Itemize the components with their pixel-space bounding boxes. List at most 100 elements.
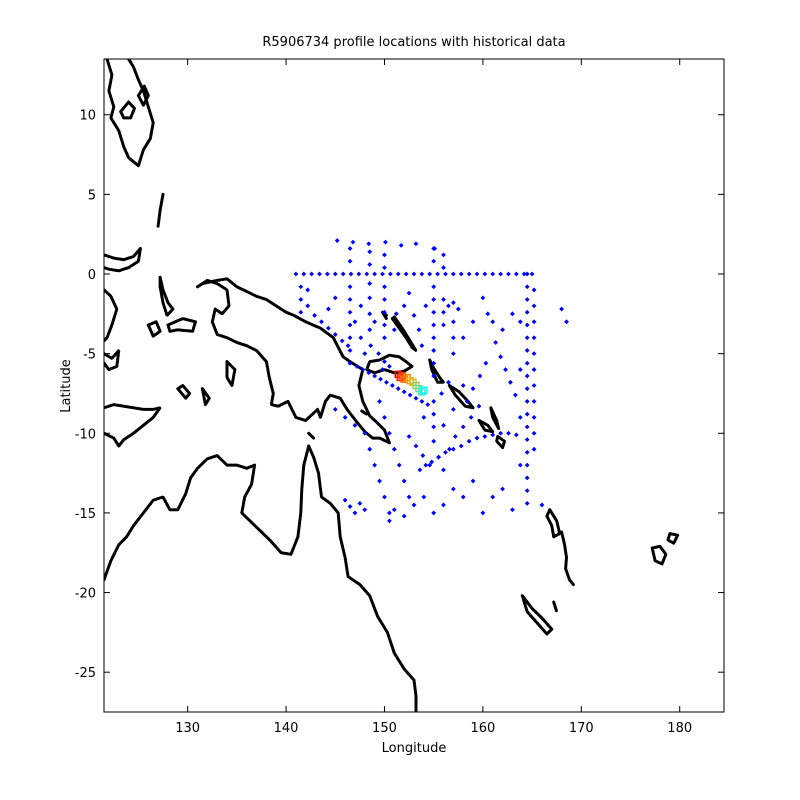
historical-data-point (524, 424, 530, 430)
historical-data-point (480, 510, 486, 516)
historical-data-point (531, 414, 537, 420)
historical-data-point (391, 507, 397, 513)
historical-data-point (382, 297, 387, 302)
coastline-segment (489, 406, 501, 430)
historical-data-point (474, 435, 480, 441)
historical-data-point (524, 271, 530, 277)
chart-title: R5906734 profile locations with historic… (262, 35, 565, 50)
coastline-segment (146, 320, 162, 338)
historical-data-point (317, 271, 322, 277)
coastline-segment (200, 387, 211, 407)
coastline-segment (176, 384, 192, 400)
historical-data-point (431, 360, 437, 366)
historical-data-point (382, 359, 387, 365)
coastline-segment (552, 600, 559, 614)
historical-data-point (458, 443, 464, 449)
historical-data-point (347, 309, 353, 315)
historical-data-point (531, 383, 537, 388)
historical-data-point (382, 335, 387, 341)
x-tick-label: 180 (667, 721, 692, 736)
historical-data-point (372, 271, 378, 277)
historical-data-point (413, 241, 419, 247)
coastline-segment (428, 358, 445, 384)
historical-data-point (490, 271, 496, 277)
historical-data-point (407, 392, 413, 398)
y-tick-label: 0 (88, 268, 96, 283)
historical-points-layer (293, 238, 569, 524)
historical-data-point (482, 434, 488, 439)
coastline-segment (104, 403, 162, 448)
historical-data-point (411, 313, 417, 318)
historical-data-point (431, 258, 437, 264)
historical-data-point (450, 486, 456, 492)
historical-data-point (431, 438, 437, 444)
historical-data-point (406, 494, 412, 500)
historical-data-point (531, 319, 537, 325)
historical-data-point (490, 319, 496, 325)
historical-data-point (517, 462, 523, 468)
historical-data-point (383, 239, 388, 245)
historical-data-point (362, 351, 368, 357)
historical-data-point (431, 348, 437, 353)
historical-data-point (493, 340, 499, 345)
historical-data-point (417, 467, 423, 473)
historical-data-point (531, 367, 537, 372)
historical-data-point (347, 284, 353, 290)
historical-data-point (524, 335, 530, 341)
historical-data-point (301, 271, 307, 277)
historical-data-point (450, 300, 456, 306)
historical-data-point (325, 306, 331, 312)
historical-data-point (468, 414, 474, 420)
historical-data-point (443, 271, 448, 277)
x-tick-label: 160 (470, 721, 495, 736)
historical-data-point (500, 327, 505, 333)
historical-data-point (498, 354, 504, 360)
historical-data-point (450, 335, 456, 341)
historical-data-point (441, 252, 446, 258)
historical-data-point (455, 306, 461, 312)
historical-data-point (431, 411, 437, 417)
historical-data-point (464, 399, 470, 404)
historical-data-point (389, 383, 395, 388)
x-tick-label: 150 (372, 721, 397, 736)
historical-data-point (347, 504, 353, 509)
coastline-segment (104, 247, 142, 273)
x-tick-label: 140 (274, 721, 299, 736)
historical-data-point (466, 271, 472, 277)
historical-data-point (524, 373, 530, 379)
historical-data-point (372, 462, 378, 468)
float-profile-point (396, 373, 404, 382)
historical-data-point (450, 406, 456, 412)
historical-data-point (510, 311, 515, 317)
historical-data-point (396, 462, 402, 468)
historical-data-point (524, 399, 530, 404)
historical-data-point (411, 271, 417, 277)
historical-data-point (524, 437, 530, 443)
historical-data-point (386, 518, 392, 524)
historical-data-point (524, 500, 530, 506)
historical-data-point (431, 297, 437, 302)
historical-data-point (443, 449, 448, 455)
historical-data-point (470, 386, 476, 392)
historical-data-point (348, 271, 354, 277)
coastline-segment (650, 544, 668, 566)
historical-data-point (531, 287, 537, 293)
historical-data-point (347, 322, 353, 328)
historical-data-point (490, 494, 496, 500)
historical-data-point (531, 430, 537, 436)
historical-data-point (513, 432, 519, 438)
historical-data-point (352, 319, 358, 325)
historical-data-point (458, 271, 464, 277)
historical-data-point (439, 391, 444, 396)
x-axis-label: Longitude (382, 741, 447, 756)
historical-data-point (298, 297, 304, 302)
historical-data-point (446, 379, 451, 385)
historical-data-point (406, 290, 412, 296)
historical-data-point (450, 271, 456, 277)
historical-data-point (506, 271, 511, 277)
historical-data-point (339, 338, 345, 344)
coastline-segment (390, 315, 418, 352)
historical-data-point (324, 271, 330, 277)
axis-ticks-layer: 130 140 150 160 170 180 10 5 0 -5 -10 -15 -20 -25 (75, 59, 724, 736)
